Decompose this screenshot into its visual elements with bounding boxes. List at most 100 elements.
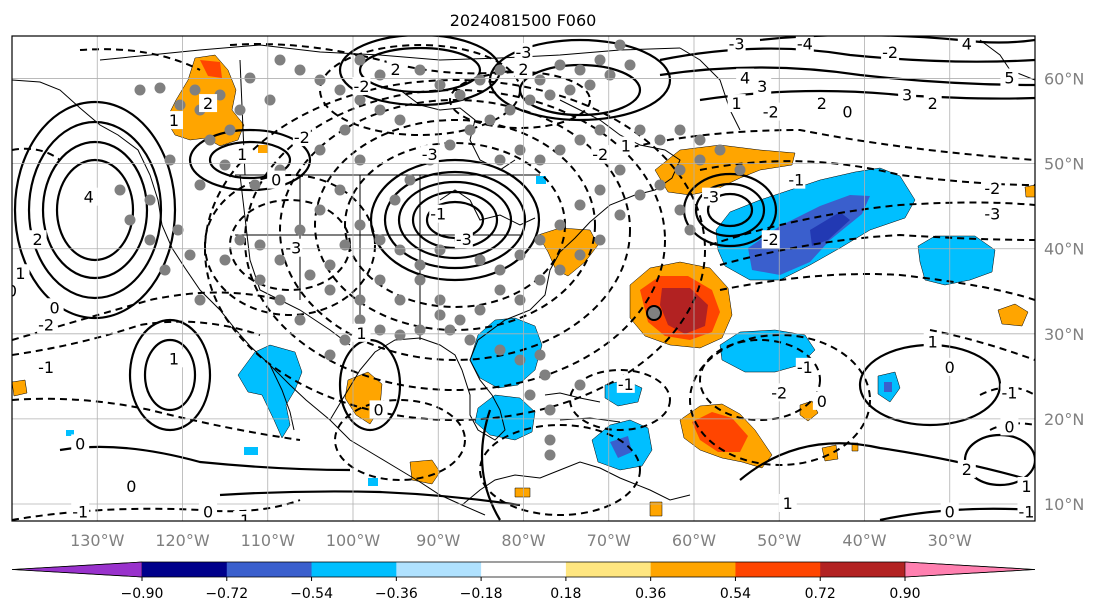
sig-dot <box>494 344 506 356</box>
sig-dot <box>434 79 446 91</box>
contour-label: -2 <box>763 103 779 122</box>
sig-dot <box>474 304 486 316</box>
solid-contours <box>13 36 1035 521</box>
sig-dot <box>374 234 386 246</box>
sig-dot <box>614 209 626 221</box>
sig-dot <box>294 224 306 236</box>
colorbar: −0.90 −0.72 −0.54 −0.36 −0.18 0.18 0.36 0.54 0.7… <box>11 561 1036 602</box>
contour-label-bg <box>284 238 303 257</box>
colorbar-extend-min <box>11 561 143 578</box>
contour-label: 2 <box>962 460 972 479</box>
sig-dot <box>294 64 306 76</box>
contour-label-bg <box>940 357 959 376</box>
contour-label-bg <box>233 511 252 521</box>
lon-tick-label: 120°W <box>155 531 210 550</box>
sig-dot <box>584 79 596 91</box>
contour-label-bg <box>1000 417 1019 436</box>
sig-dot <box>524 94 536 106</box>
contour-label-bg <box>761 102 780 121</box>
sig-dot <box>194 294 206 306</box>
contour-label: -2 <box>882 43 898 62</box>
contour-label-bg <box>591 145 610 164</box>
contour-label: 0 <box>75 434 85 453</box>
sig-dot <box>374 69 386 81</box>
contour-label: -3 <box>984 205 1000 224</box>
sig-dot <box>314 144 326 156</box>
colorbar-segment <box>142 562 228 577</box>
contour-label-bg <box>352 323 371 342</box>
colorbar-tick-label: −0.54 <box>290 586 333 602</box>
contour-label-bg <box>233 145 252 164</box>
sig-dot <box>494 284 506 296</box>
sig-dot <box>354 154 366 166</box>
lon-tick-label: 110°W <box>241 531 296 550</box>
sig-dot <box>434 294 446 306</box>
lon-tick-label: 80°W <box>501 531 545 550</box>
contour-label: 1 <box>621 137 631 156</box>
sig-dot <box>414 259 426 271</box>
axis-ticks: 130°W 120°W 110°W 100°W 90°W 80°W 70°W 60°W 50°W… <box>70 70 1084 550</box>
sig-dot <box>219 254 231 266</box>
sig-dot <box>534 154 546 166</box>
contour-label: -1 <box>430 205 446 224</box>
sig-dot <box>504 104 516 116</box>
contour-label-bg <box>983 204 1002 223</box>
lon-tick-label: 100°W <box>326 531 381 550</box>
sig-dot <box>394 294 406 306</box>
contour-label: 2 <box>32 230 42 249</box>
sig-dot <box>646 305 662 321</box>
sig-dot <box>334 84 346 96</box>
contour-label: 0 <box>373 400 383 419</box>
sig-dot <box>154 82 166 94</box>
contour-label-bg <box>923 94 942 113</box>
contour-label: 5 <box>1004 69 1014 88</box>
contour-label-bg <box>37 357 56 376</box>
sig-dot <box>354 219 366 231</box>
sig-dot <box>224 124 236 136</box>
contour-label: 1 <box>169 111 179 130</box>
contour-label-bg <box>12 281 21 300</box>
sig-dot <box>354 54 366 66</box>
contour-label: -2 <box>294 128 310 147</box>
contour-label: 1 <box>169 349 179 368</box>
contour-label: -2 <box>38 315 54 334</box>
sig-dot <box>514 144 526 156</box>
sig-dot <box>354 94 366 106</box>
sig-dot <box>734 164 746 176</box>
sig-dot <box>339 124 351 136</box>
sig-dot <box>434 309 446 321</box>
sig-dot <box>374 274 386 286</box>
sig-dot <box>314 74 326 86</box>
contour-label-bg <box>454 230 473 249</box>
contour-label: -1 <box>1018 502 1034 521</box>
contour-label: -1 <box>788 171 804 190</box>
contour-label: 1 <box>237 145 247 164</box>
sig-dot <box>694 154 706 166</box>
sig-dot <box>454 314 466 326</box>
contour-label: 0 <box>271 171 281 190</box>
contour-label-bg <box>761 230 780 249</box>
contour-label: 0 <box>842 103 852 122</box>
sig-dot <box>189 84 201 96</box>
contour-label-bg <box>429 204 448 223</box>
contour-label-bg <box>1017 502 1035 521</box>
sig-dot <box>354 294 366 306</box>
contour-label: -1 <box>234 511 250 530</box>
sig-dot <box>514 294 526 306</box>
sig-dot <box>544 434 556 446</box>
sig-dot <box>324 349 336 361</box>
contour-label: 0 <box>203 502 213 521</box>
contour-label-bg <box>795 36 814 53</box>
sig-dot <box>694 134 706 146</box>
contour-label: 0 <box>945 358 955 377</box>
sig-dot <box>264 94 276 106</box>
contour-label: 2 <box>203 94 213 113</box>
lon-tick-label: 90°W <box>416 531 460 550</box>
sig-dot <box>274 54 286 66</box>
sig-dot <box>324 259 336 271</box>
contour-label-bg <box>616 136 635 155</box>
sig-dot <box>234 234 246 246</box>
contour-label-bg <box>386 60 405 79</box>
sig-dot <box>414 324 426 336</box>
